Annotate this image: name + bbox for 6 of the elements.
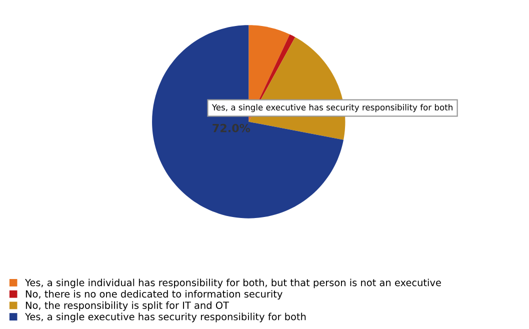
category-label: Yes, a single executive has security responsibility for both xyxy=(212,104,452,112)
data-label: 72.0% xyxy=(212,124,250,132)
legend-label: No, there is no one dedicated to information security xyxy=(26,290,282,300)
legend-label: Yes, a single individual has responsibility for both, but that person is not an executive xyxy=(24,278,441,288)
legend-label: Yes, a single executive has security responsibility for both xyxy=(24,312,306,322)
legend-label: No, the responsibility is split for IT and OT xyxy=(26,301,230,311)
